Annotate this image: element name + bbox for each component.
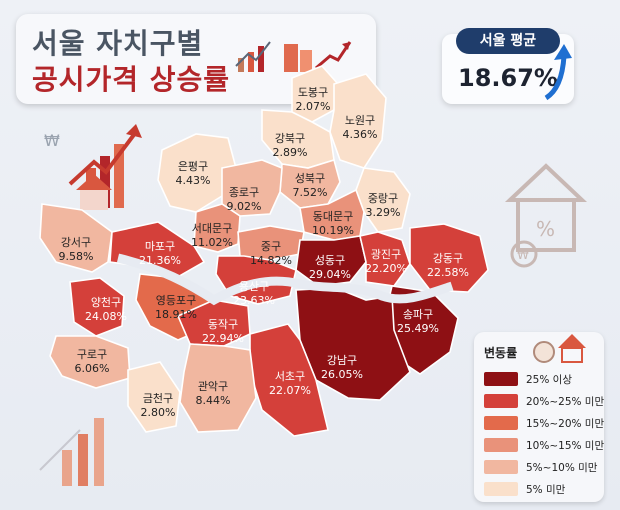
- legend-swatch: [484, 438, 518, 452]
- legend-label: 5% 미만: [526, 484, 566, 496]
- legend: 변동률 25% 이상 20%~25% 미만 15%~20% 미만 10%~15%…: [474, 332, 604, 502]
- district-name: 강동구: [433, 252, 463, 265]
- district-value: 22.94%: [202, 332, 244, 345]
- average-label: 서울 평균: [456, 28, 560, 54]
- district-name: 양천구: [91, 295, 121, 309]
- district-name: 영등포구: [156, 294, 196, 307]
- district-name: 금천구: [143, 391, 173, 405]
- house-coin-illustration: % ₩: [504, 163, 588, 268]
- district-name: 은평구: [178, 160, 208, 173]
- district-region: [39, 203, 113, 273]
- district-value: 8.44%: [196, 394, 231, 407]
- district-name: 도봉구: [298, 86, 328, 99]
- district-name: 서초구: [275, 370, 305, 383]
- title-line-1: 서울 자치구별: [32, 27, 204, 60]
- district-name: 광진구: [371, 248, 401, 261]
- legend-label: 15%~20% 미만: [526, 418, 605, 430]
- district-name: 동작구: [208, 318, 238, 331]
- district-name: 강남구: [327, 354, 357, 367]
- district-value: 6.06%: [75, 362, 110, 375]
- legend-item: 10%~15% 미만: [484, 436, 605, 454]
- legend-swatch: [484, 482, 518, 496]
- district-value: 23.63%: [233, 294, 275, 307]
- district-name: 성동구: [315, 254, 345, 267]
- district-value: 9.58%: [59, 250, 94, 263]
- district-value: 14.82%: [250, 254, 292, 267]
- district-region: [295, 235, 367, 287]
- legend-item: 5%~10% 미만: [484, 458, 602, 476]
- district-name: 관악구: [198, 380, 228, 393]
- district-region: [359, 231, 411, 287]
- legend-label: 10%~15% 미만: [526, 440, 605, 452]
- legend-item: 15%~20% 미만: [484, 414, 605, 432]
- legend-label: 5%~10% 미만: [526, 462, 598, 474]
- svg-text:%: %: [536, 217, 555, 241]
- district-name: 용산구: [239, 280, 269, 293]
- district-name: 구로구: [77, 348, 107, 361]
- district-name: 동대문구: [313, 210, 353, 223]
- legend-item: 25% 이상: [484, 370, 602, 388]
- legend-swatch: [484, 416, 518, 430]
- district-region: [299, 188, 365, 241]
- district-value: 7.52%: [293, 186, 328, 199]
- svg-text:₩: ₩: [517, 248, 529, 262]
- district-value: 2.80%: [141, 406, 176, 419]
- district-value: 24.08%: [85, 310, 127, 323]
- legend-swatch: [484, 460, 518, 474]
- district-value: 18.91%: [155, 308, 197, 321]
- up-arrow-icon: [544, 44, 572, 101]
- svg-text:₩: ₩: [44, 131, 60, 150]
- district-value: 10.19%: [312, 224, 354, 237]
- district-value: 4.43%: [176, 174, 211, 187]
- legend-swatch: [484, 394, 518, 408]
- legend-swatch: [484, 372, 518, 386]
- legend-label: 20%~25% 미만: [526, 396, 605, 408]
- district-value: 22.58%: [427, 266, 469, 279]
- district-value: 22.20%: [365, 262, 407, 275]
- district-value: 25.49%: [397, 322, 439, 335]
- title-card: 서울 자치구별 공시가격 상승률: [16, 14, 376, 104]
- district-name: 마포구: [145, 240, 175, 253]
- district-value: 22.07%: [269, 384, 311, 397]
- district-value: 21.36%: [139, 254, 181, 267]
- average-card: 서울 평균 18.67%: [442, 28, 574, 104]
- legend-item: 20%~25% 미만: [484, 392, 605, 410]
- district-value: 2.07%: [296, 100, 331, 113]
- district-name: 중구: [261, 240, 281, 253]
- district-value: 11.02%: [191, 236, 233, 249]
- bar-growth-illustration: [39, 418, 104, 486]
- district-value: 9.02%: [227, 200, 262, 213]
- average-value: 18.67%: [458, 64, 558, 92]
- district-value: 2.89%: [273, 146, 308, 159]
- district-name: 노원구: [345, 114, 375, 127]
- chart-icon: [235, 41, 352, 72]
- district-name: 성북구: [295, 172, 325, 185]
- district-name: 서대문구: [192, 222, 232, 235]
- district-name: 강북구: [275, 132, 305, 145]
- district-name: 강서구: [61, 236, 91, 249]
- district-region: [179, 343, 257, 433]
- legend-label: 25% 이상: [526, 374, 572, 386]
- district-region: [409, 223, 489, 293]
- district-value: 3.29%: [366, 206, 401, 219]
- district-value: 29.04%: [309, 268, 351, 281]
- district-value: 4.36%: [343, 128, 378, 141]
- coin-house-icon: [533, 334, 586, 363]
- district-region: [127, 361, 181, 433]
- district-region: [49, 335, 131, 389]
- district-region: [69, 277, 125, 337]
- legend-title: 변동률: [484, 346, 518, 360]
- district-name: 송파구: [403, 308, 433, 321]
- district-region: [279, 158, 341, 209]
- district-name: 종로구: [229, 186, 259, 199]
- district-name: 중랑구: [368, 192, 398, 205]
- han-river: [116, 253, 454, 306]
- house-chart-illustration: ₩: [44, 124, 142, 210]
- district-value: 26.05%: [321, 368, 363, 381]
- legend-item: 5% 미만: [484, 480, 602, 498]
- title-line-2: 공시가격 상승률: [32, 63, 231, 96]
